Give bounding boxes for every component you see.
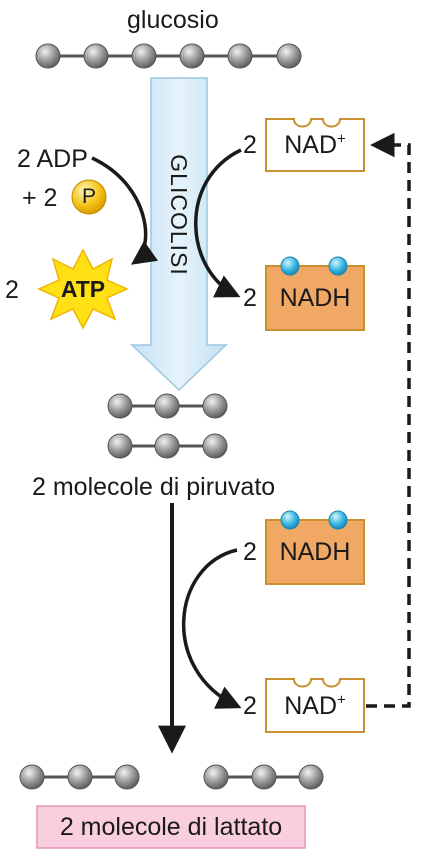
atp-coefficient: 2 bbox=[5, 276, 19, 304]
nad-reduction-arrow bbox=[194, 148, 242, 298]
nad-bottom-text: NAD bbox=[284, 692, 338, 720]
pyruvate-molecule-2 bbox=[107, 433, 228, 459]
lactate-label-box bbox=[36, 805, 306, 849]
nad-top-label: NAD+ bbox=[266, 131, 364, 159]
atp-star-icon bbox=[37, 248, 129, 330]
glycolysis-label: GLICOLISI bbox=[166, 154, 192, 276]
glucose-label: glucosio bbox=[127, 6, 219, 34]
nadh-bottom-label: NADH bbox=[279, 538, 351, 566]
nadh-oxidation-arrow bbox=[181, 548, 242, 709]
atp-production-arrow bbox=[91, 156, 159, 265]
lactate-molecule-1 bbox=[19, 764, 140, 790]
pyruvate-molecule-1 bbox=[107, 393, 228, 419]
nad-top-text: NAD bbox=[284, 131, 338, 159]
electron-icon bbox=[328, 510, 348, 530]
nad-bottom-charge: + bbox=[337, 691, 346, 709]
nad-bottom-label: NAD+ bbox=[266, 692, 364, 720]
phosphate-label: P bbox=[81, 185, 97, 208]
atp-label: ATP bbox=[60, 276, 106, 302]
glycolysis-arrow bbox=[130, 77, 228, 392]
lactate-molecule-2 bbox=[203, 764, 324, 790]
nad-top-charge: + bbox=[337, 130, 346, 148]
pyruvate-label: 2 molecole di piruvato bbox=[32, 473, 276, 501]
lactate-label: 2 molecole di lattato bbox=[59, 813, 283, 841]
phosphate-plus-label: + 2 bbox=[22, 184, 58, 212]
nadh-box-bottom bbox=[265, 519, 365, 585]
electron-icon bbox=[280, 256, 300, 276]
nadh-box-top bbox=[265, 265, 365, 331]
nad-bottom-coefficient: 2 bbox=[243, 692, 257, 720]
phosphate-icon bbox=[71, 179, 107, 215]
adp-coefficient: 2 bbox=[17, 145, 31, 173]
nad-box-bottom bbox=[265, 678, 365, 733]
adp-text: ADP bbox=[36, 145, 88, 173]
electron-icon bbox=[280, 510, 300, 530]
nadh-top-label: NADH bbox=[279, 284, 351, 312]
nad-top-coefficient: 2 bbox=[243, 131, 257, 159]
nad-box-top bbox=[265, 118, 365, 172]
nad-recycle-arrow bbox=[366, 132, 411, 708]
nadh-top-coefficient: 2 bbox=[243, 284, 257, 312]
nadh-bottom-coefficient: 2 bbox=[243, 538, 257, 566]
adp-label: 2 ADP bbox=[17, 145, 88, 173]
glucose-molecule bbox=[35, 43, 302, 69]
electron-icon bbox=[328, 256, 348, 276]
